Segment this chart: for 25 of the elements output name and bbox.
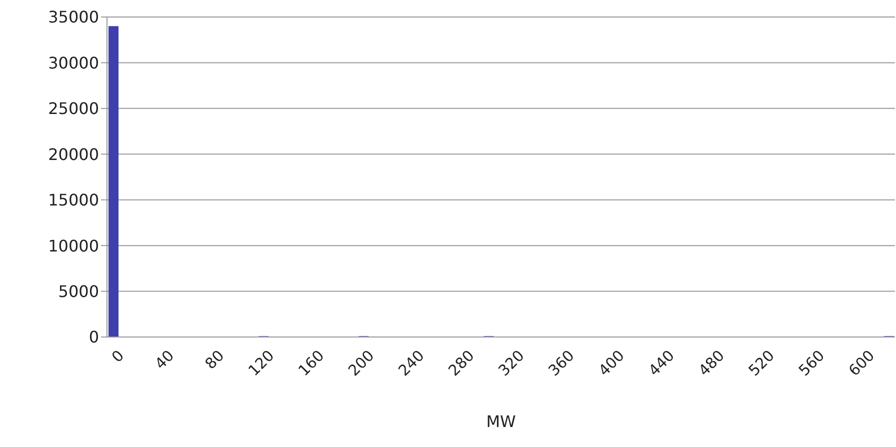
x-tick-label: 520 bbox=[745, 346, 778, 380]
y-tick-label: 15000 bbox=[48, 190, 99, 210]
x-tick-label: 400 bbox=[594, 346, 628, 380]
y-tick-label: 25000 bbox=[48, 99, 99, 118]
x-tick-label: 120 bbox=[244, 346, 278, 380]
x-tick-label: 560 bbox=[795, 346, 828, 380]
x-tick-label: 80 bbox=[201, 346, 228, 373]
x-tick-label: 440 bbox=[644, 346, 678, 380]
x-axis-title: MW bbox=[486, 412, 516, 431]
x-tick-label: 600 bbox=[845, 346, 878, 380]
x-tick-label: 280 bbox=[444, 346, 478, 380]
x-tick-label: 360 bbox=[544, 346, 578, 380]
x-tick-label: 480 bbox=[695, 346, 728, 380]
x-tick-label: 240 bbox=[394, 346, 428, 380]
x-tick-label: 40 bbox=[151, 346, 178, 373]
y-tick-label: 20000 bbox=[48, 144, 99, 164]
y-tick-label: 10000 bbox=[48, 236, 99, 256]
y-tick-label: 0 bbox=[88, 328, 99, 347]
y-tick-label: 5000 bbox=[58, 282, 99, 301]
x-tick-label: 160 bbox=[294, 346, 328, 380]
x-tick-label: 200 bbox=[344, 346, 378, 380]
y-tick-label: 35000 bbox=[48, 8, 99, 27]
y-tick-label: 30000 bbox=[48, 53, 99, 72]
x-tick-label: 0 bbox=[108, 346, 128, 366]
x-tick-label: 320 bbox=[494, 346, 528, 380]
